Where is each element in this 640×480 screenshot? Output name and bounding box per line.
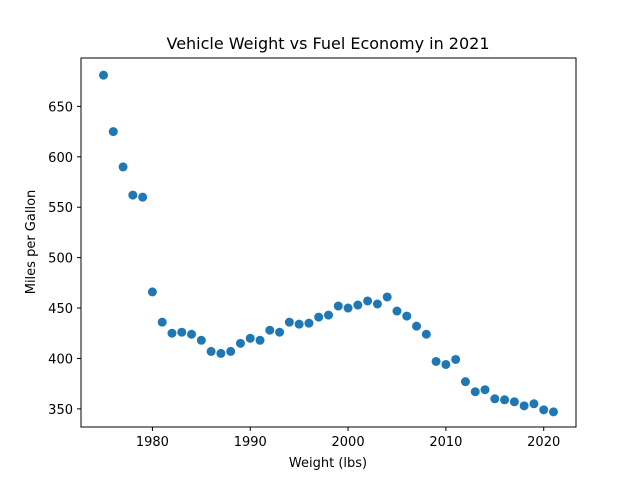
chart-title: Vehicle Weight vs Fuel Economy in 2021: [166, 34, 489, 53]
x-tick-label: 2010: [429, 435, 462, 450]
y-tick-label: 500: [48, 252, 73, 267]
data-point: [392, 306, 402, 316]
y-tick-label: 600: [48, 151, 73, 166]
data-point: [128, 190, 138, 200]
data-point: [529, 399, 539, 409]
data-point: [421, 329, 431, 339]
data-point: [333, 301, 343, 311]
plot-area: 1980 1990 2000 2010 2020 350 400 450 500 550 600 65…: [48, 57, 577, 450]
data-point: [177, 327, 187, 337]
x-axis-label: Weight (lbs): [289, 456, 367, 471]
x-tick-label: 2020: [527, 435, 560, 450]
data-point: [196, 335, 206, 345]
data-point: [441, 359, 451, 369]
data-point: [284, 317, 294, 327]
data-point: [500, 395, 510, 405]
y-tick-label: 400: [48, 352, 73, 367]
data-point: [343, 303, 353, 313]
data-point: [235, 338, 245, 348]
data-point: [157, 317, 167, 327]
data-point: [470, 387, 480, 397]
y-tick-label: 550: [48, 201, 73, 216]
data-point: [539, 405, 549, 415]
data-point: [206, 346, 216, 356]
data-point: [187, 329, 197, 339]
data-point: [353, 300, 363, 310]
data-point: [451, 354, 461, 364]
data-point: [99, 70, 108, 80]
x-tick-label: 1980: [136, 435, 169, 450]
data-point: [324, 310, 333, 320]
data-point: [226, 346, 236, 356]
data-point: [167, 328, 177, 338]
data-point: [314, 312, 324, 322]
data-point: [294, 319, 304, 329]
y-tick-label: 350: [48, 403, 73, 418]
data-point: [490, 394, 500, 404]
data-point: [431, 356, 441, 366]
data-point: [108, 127, 118, 137]
data-point: [519, 401, 529, 411]
y-tick-label: 650: [48, 100, 73, 115]
data-point: [216, 348, 226, 358]
data-point: [245, 333, 255, 343]
data-point: [265, 325, 275, 335]
data-point: [509, 397, 519, 407]
plot-frame: [80, 57, 577, 428]
data-point: [255, 335, 265, 345]
data-point: [118, 162, 128, 172]
data-point: [460, 377, 470, 387]
x-tick-label: 2000: [332, 435, 365, 450]
x-tick-label: 1990: [234, 435, 267, 450]
data-point: [412, 321, 422, 331]
data-point: [480, 385, 490, 395]
data-point: [304, 318, 314, 328]
data-point: [275, 327, 285, 337]
data-point: [138, 192, 148, 202]
data-point: [363, 296, 373, 306]
data-point: [549, 407, 558, 417]
data-point: [402, 311, 412, 321]
data-point: [147, 287, 157, 297]
y-axis-label: Miles per Gallon: [24, 190, 39, 295]
data-point: [372, 299, 382, 309]
data-point: [382, 292, 392, 302]
y-tick-label: 450: [48, 302, 73, 317]
